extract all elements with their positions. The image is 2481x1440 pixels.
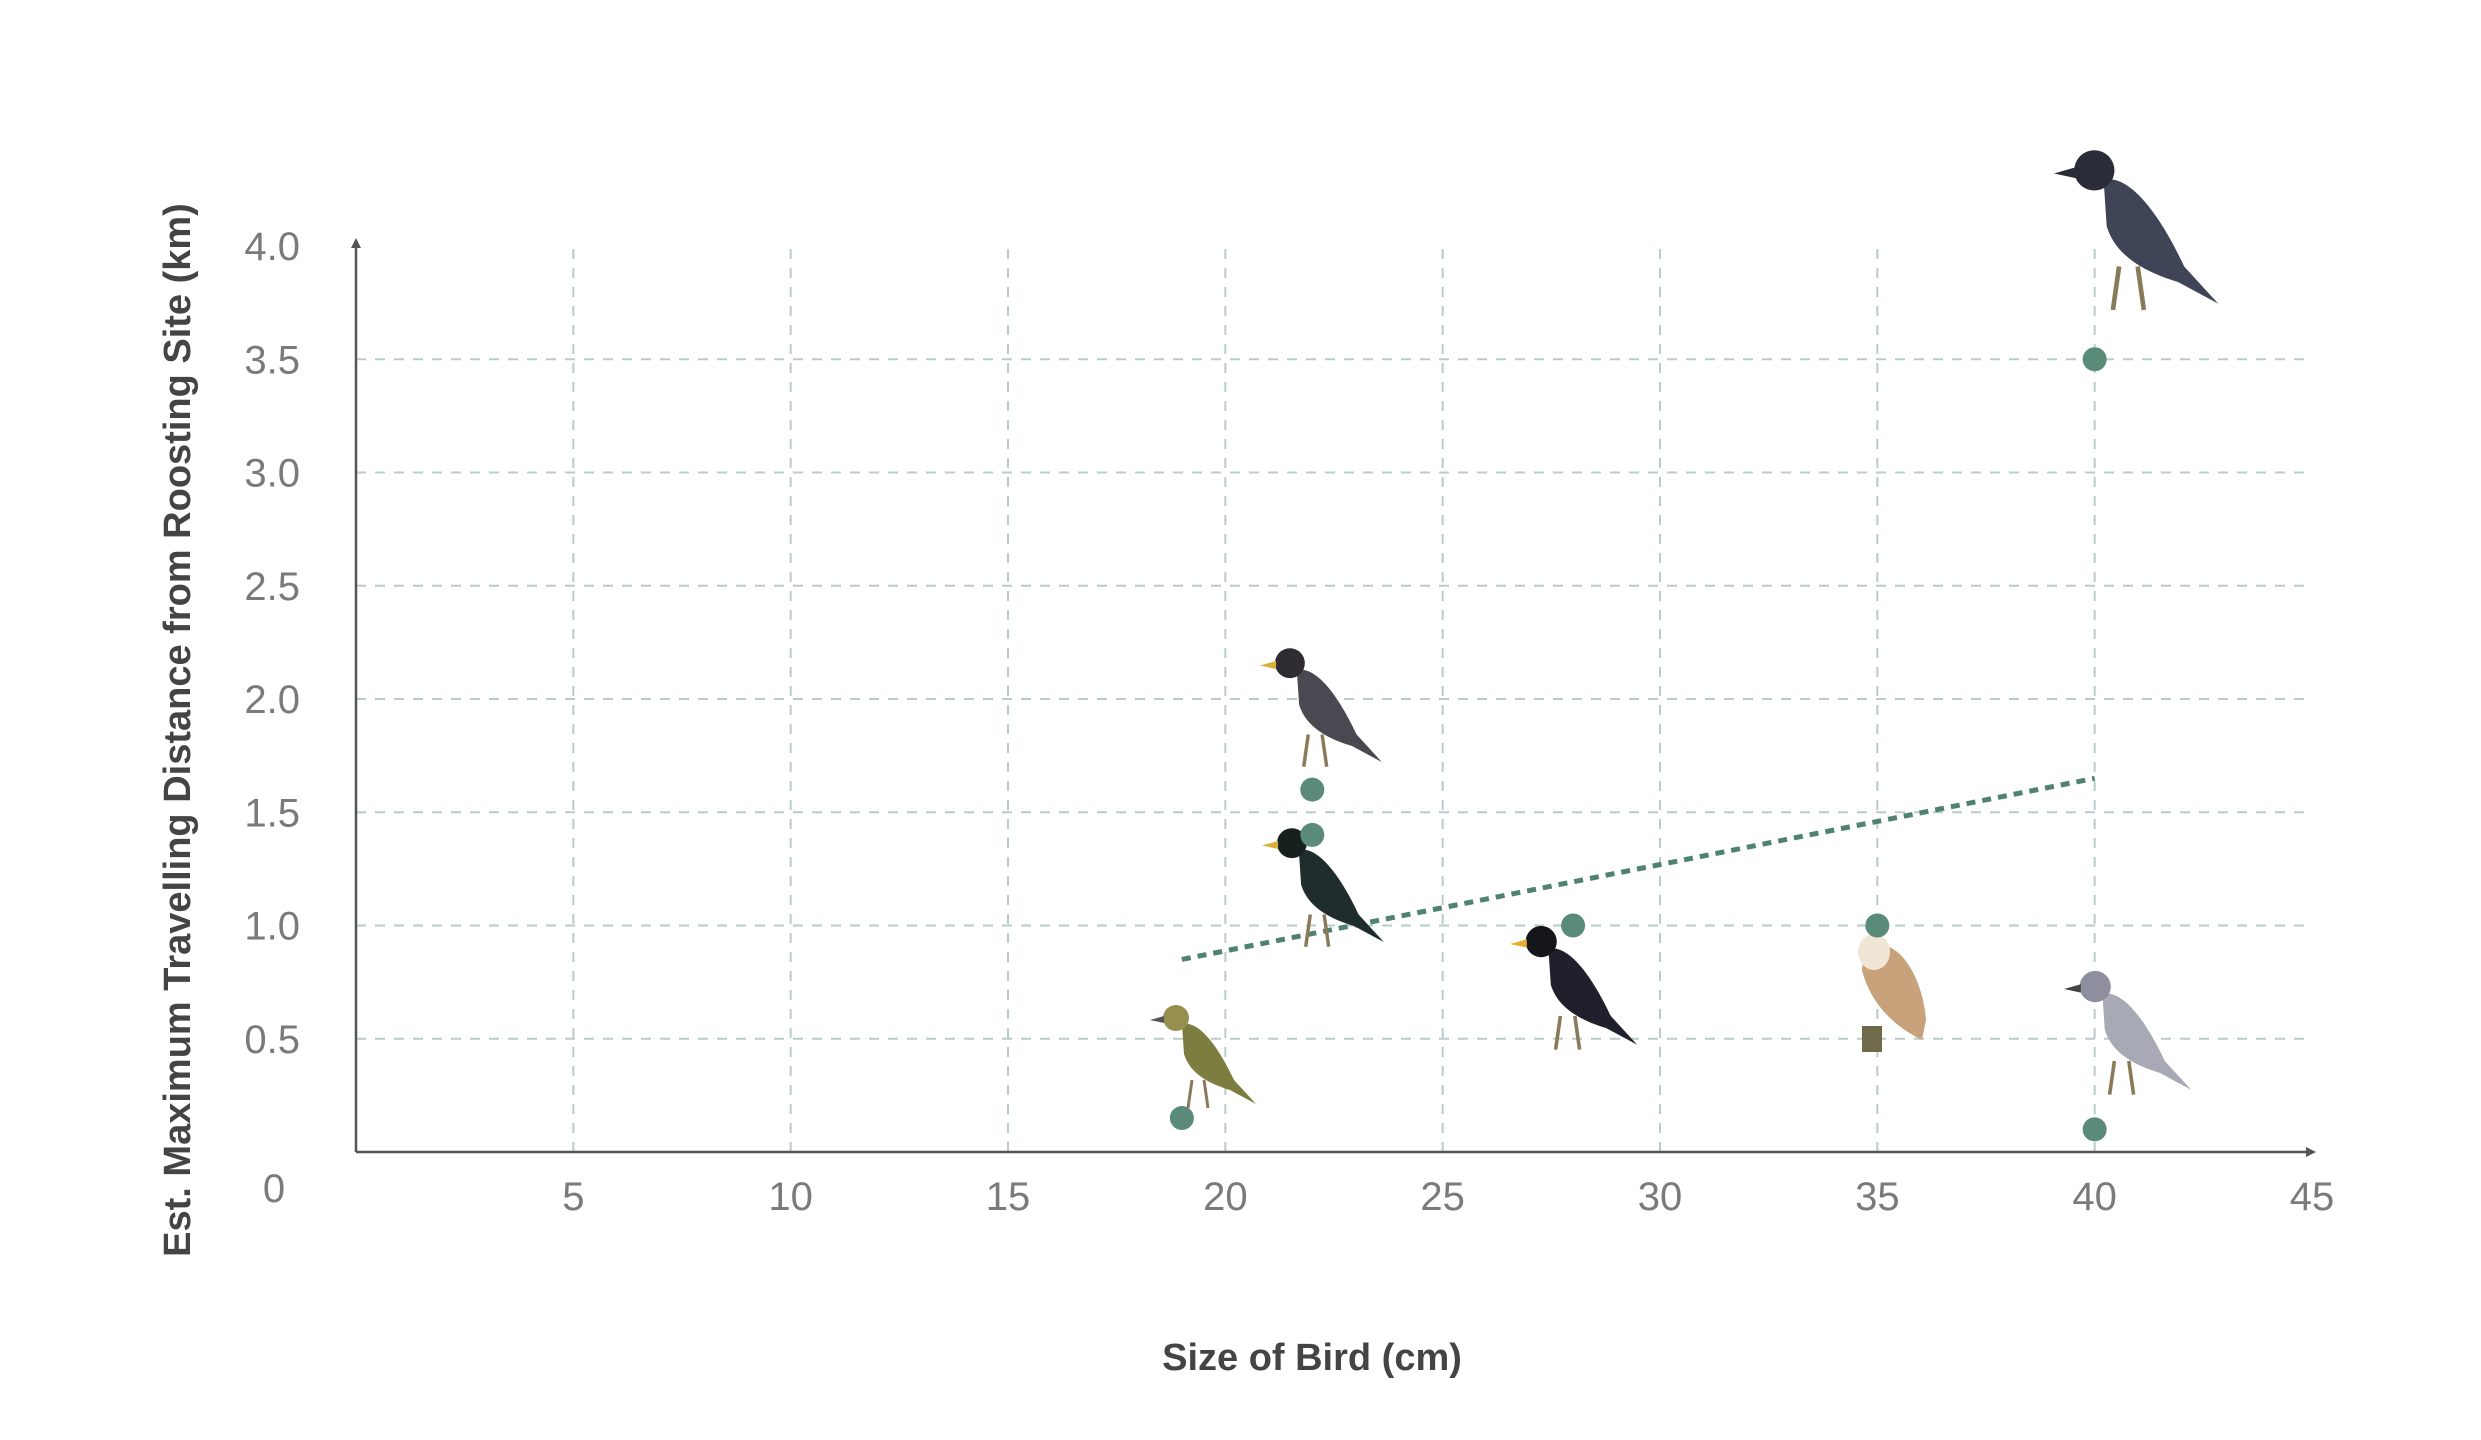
x-tick-label: 40 — [2072, 1175, 2117, 1219]
myna-icon — [1260, 648, 1382, 767]
y-tick-label: 1.5 — [244, 791, 300, 835]
y-tick-label: 1.0 — [244, 905, 300, 949]
data-point — [1561, 913, 1586, 938]
owl-icon-face — [1858, 934, 1890, 970]
y-axis-label: Est. Maximum Travelling Distance from Ro… — [157, 203, 199, 1257]
starling-icon-beak — [1262, 840, 1279, 849]
myna-icon-legs — [1301, 734, 1329, 767]
crow-icon-beak — [2054, 167, 2076, 179]
y-tick-label: 3.0 — [244, 452, 300, 496]
crow-icon-legs — [2110, 266, 2147, 311]
origin-label: 0 — [263, 1167, 285, 1211]
x-tick-label: 25 — [1420, 1175, 1465, 1219]
myna-icon-body — [1296, 669, 1382, 763]
x-tick-label: 35 — [1855, 1175, 1900, 1219]
hill-myna-icon-body — [1548, 948, 1638, 1045]
bulbul-icon-legs — [1186, 1079, 1210, 1109]
bulbul-icon-beak — [1150, 1016, 1164, 1023]
data-point — [1300, 822, 1325, 847]
pigeon-icon-legs — [2107, 1060, 2136, 1095]
bulbul-icon — [1150, 1005, 1256, 1109]
y-tick-label: 0.5 — [244, 1018, 300, 1062]
data-points — [1169, 347, 2107, 1142]
y-tick-label: 4.0 — [244, 225, 300, 269]
owl-icon-perch — [1862, 1026, 1882, 1052]
starling-icon-head — [1276, 828, 1307, 859]
y-tick-label: 2.0 — [244, 678, 300, 722]
axes — [351, 238, 2316, 1157]
crow-icon — [2054, 150, 2219, 311]
starling-icon-legs — [1303, 914, 1331, 947]
x-tick-label: 20 — [1203, 1175, 1248, 1219]
pigeon-icon — [2064, 971, 2192, 1095]
hill-myna-icon-head — [1525, 926, 1557, 958]
myna-icon-beak — [1260, 660, 1277, 669]
data-point — [2082, 347, 2107, 372]
trendline — [1181, 775, 2096, 962]
crow-icon-head — [2074, 150, 2115, 191]
x-tick-label: 5 — [562, 1175, 584, 1219]
y-tick-label: 2.5 — [244, 565, 300, 609]
crow-icon-body — [2103, 179, 2219, 304]
bulbul-icon-head — [1163, 1005, 1189, 1031]
pigeon-icon-head — [2079, 971, 2111, 1003]
x-tick-label: 30 — [1638, 1175, 1683, 1219]
starling-icon — [1262, 828, 1384, 947]
x-axis-label: Size of Bird (cm) — [1162, 1337, 1462, 1379]
bird-illustrations — [1150, 150, 2219, 1109]
starling-icon-body — [1298, 849, 1384, 943]
x-tick-label: 15 — [986, 1175, 1031, 1219]
hill-myna-icon-legs — [1553, 1015, 1582, 1050]
x-tick-label: 45 — [2290, 1175, 2335, 1219]
trendline-group — [1181, 775, 2096, 962]
data-point — [1865, 913, 1890, 938]
tick-labels: 5 10 15 20 25 30 35 40 45 0.5 1.0 1.5 2.0 2.5 3.0 3.5 4.… — [244, 225, 2334, 1219]
y-tick-label: 3.5 — [244, 338, 300, 382]
data-point — [1300, 777, 1325, 802]
bulbul-icon-body — [1182, 1023, 1256, 1104]
owl-icon — [1858, 934, 1926, 1052]
data-point — [1169, 1106, 1194, 1131]
hill-myna-icon-beak — [1510, 939, 1527, 948]
pigeon-icon-body — [2102, 993, 2192, 1090]
pigeon-icon-beak — [2064, 984, 2081, 993]
x-tick-label: 10 — [768, 1175, 813, 1219]
hill-myna-icon — [1510, 926, 1638, 1050]
myna-icon-head — [1274, 648, 1305, 679]
data-point — [2082, 1117, 2107, 1142]
